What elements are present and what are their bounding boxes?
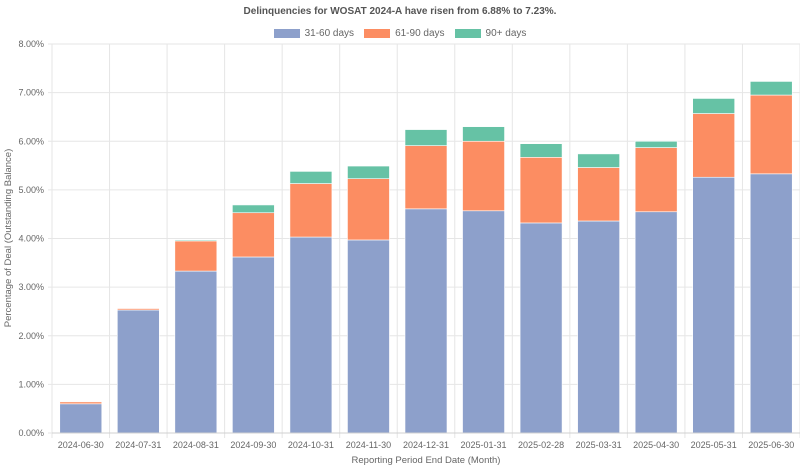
legend-item-61-90[interactable]: 61-90 days <box>364 28 445 39</box>
x-tick-label: 2024-12-31 <box>403 440 449 450</box>
legend-swatch-61-90 <box>364 29 391 38</box>
bar-segment-90-days[interactable] <box>289 171 333 184</box>
bar-segment-31-60-days[interactable] <box>232 256 275 434</box>
bar-segment-31-60-days[interactable] <box>59 403 103 434</box>
bar-segment-90-days[interactable] <box>462 126 505 142</box>
legend-swatch-31-60 <box>273 29 300 38</box>
x-tick-label: 2025-02-28 <box>518 440 564 450</box>
bar-segment-61-90-days[interactable] <box>634 147 678 213</box>
y-tick-label: 2.00% <box>18 331 44 341</box>
bar-segment-31-60-days[interactable] <box>749 173 793 434</box>
x-tick-label: 2024-09-30 <box>230 440 276 450</box>
bar-segment-61-90-days[interactable] <box>404 145 448 210</box>
bar-segment-31-60-days[interactable] <box>404 208 448 434</box>
bar-segment-90-days[interactable] <box>634 140 678 148</box>
bar-segment-61-90-days[interactable] <box>347 178 390 241</box>
x-tick-label: 2024-10-31 <box>288 440 334 450</box>
bars <box>59 81 793 434</box>
bar-segment-31-60-days[interactable] <box>462 210 505 434</box>
x-tick-label: 2025-05-31 <box>691 440 737 450</box>
bar-segment-31-60-days[interactable] <box>519 222 563 434</box>
legend-item-90-plus[interactable]: 90+ days <box>454 28 527 39</box>
bar-segment-90-days[interactable] <box>174 239 218 242</box>
bar-segment-61-90-days[interactable] <box>462 140 505 212</box>
bar-segment-90-days[interactable] <box>577 153 620 168</box>
bar-segment-31-60-days[interactable] <box>577 220 620 434</box>
chart-title: Delinquencies for WOSAT 2024-A have rise… <box>243 6 557 17</box>
y-tick-label: 6.00% <box>18 136 44 146</box>
y-tick-label: 8.00% <box>18 39 44 49</box>
x-tick-label: 2024-11-30 <box>346 440 391 450</box>
bar-segment-31-60-days[interactable] <box>347 239 390 434</box>
bar-segment-90-days[interactable] <box>347 165 390 179</box>
x-tick-label: 2024-07-31 <box>115 440 161 450</box>
bar-segment-61-90-days[interactable] <box>289 183 333 238</box>
bar-segment-61-90-days[interactable] <box>692 113 735 178</box>
x-axis-title: Reporting Period End Date (Month) <box>352 455 501 466</box>
bar-segment-90-days[interactable] <box>749 81 793 96</box>
bar-segment-61-90-days[interactable] <box>519 156 563 224</box>
bar-segment-31-60-days[interactable] <box>117 309 160 434</box>
bar-segment-61-90-days[interactable] <box>232 212 275 258</box>
bar-segment-61-90-days[interactable] <box>749 94 793 175</box>
y-axis-title: Percentage of Deal (Outstanding Balance) <box>3 149 14 328</box>
y-tick-label: 3.00% <box>18 282 44 292</box>
bar-segment-61-90-days[interactable] <box>59 401 103 405</box>
legend-swatch-90-plus <box>454 29 481 38</box>
y-tick-label: 1.00% <box>18 379 44 389</box>
legend: 31-60 days 61-90 days 90+ days <box>0 28 800 39</box>
axes: 0.00% 1.00% 2.00% 3.00% 4.00% 5.00% 6.00% 7.00%… <box>18 39 800 450</box>
bar-segment-90-days[interactable] <box>404 129 448 146</box>
x-tick-label: 2025-03-31 <box>576 440 622 450</box>
bar-segment-31-60-days[interactable] <box>289 236 333 434</box>
bar-segment-31-60-days[interactable] <box>634 211 678 434</box>
x-tick-label: 2025-06-30 <box>748 440 794 450</box>
bar-segment-90-days[interactable] <box>692 98 735 114</box>
bar-segment-31-60-days[interactable] <box>174 270 218 434</box>
x-tick-label: 2025-04-30 <box>633 440 679 450</box>
bar-segment-61-90-days[interactable] <box>174 240 218 272</box>
bar-segment-31-60-days[interactable] <box>692 176 735 434</box>
y-tick-label: 5.00% <box>18 185 44 195</box>
bar-segment-90-days[interactable] <box>519 143 563 158</box>
legend-item-31-60[interactable]: 31-60 days <box>273 28 355 39</box>
x-tick-label: 2024-08-31 <box>173 440 219 450</box>
legend-label-61-90: 61-90 days <box>395 28 445 39</box>
x-tick-label: 2025-01-31 <box>461 440 507 450</box>
bar-segment-61-90-days[interactable] <box>577 167 620 222</box>
bar-segment-61-90-days[interactable] <box>117 308 160 311</box>
y-tick-label: 7.00% <box>18 88 44 98</box>
y-tick-label: 4.00% <box>18 234 44 244</box>
y-tick-label: 0.00% <box>18 428 44 438</box>
legend-label-90-plus: 90+ days <box>485 28 527 39</box>
bar-segment-90-days[interactable] <box>232 204 275 214</box>
x-tick-label: 2024-06-30 <box>58 440 104 450</box>
legend-label-31-60: 31-60 days <box>304 28 355 39</box>
